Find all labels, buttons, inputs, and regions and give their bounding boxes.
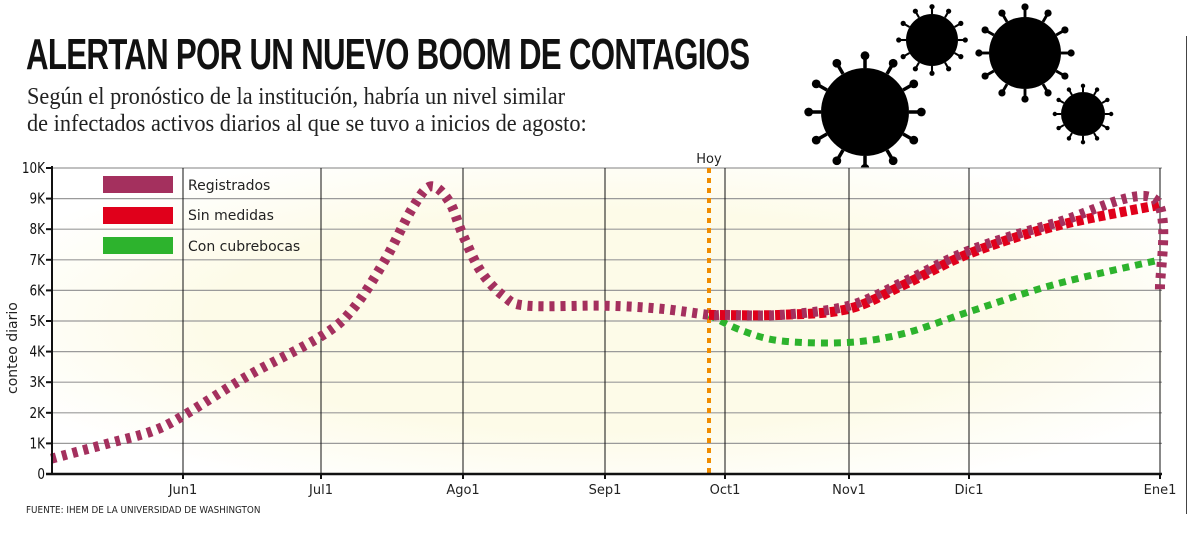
today-label: Hoy [696, 152, 722, 167]
legend-label-sin-medidas: Sin medidas [188, 208, 274, 224]
y-tick-label: 1K [29, 435, 45, 453]
y-tick-label: 0 [37, 466, 45, 484]
coronavirus-icon [1052, 83, 1114, 145]
subtitle-line-2: de infectados activos diarios al que se … [27, 111, 587, 137]
x-tick-label: Jul1 [308, 483, 333, 498]
coronavirus-icon [975, 3, 1075, 103]
x-tick-label: Dic1 [954, 483, 983, 498]
y-tick-label: 9K [29, 190, 45, 208]
coronavirus-icon [896, 4, 968, 76]
x-tick-label: Jun1 [168, 483, 198, 498]
series-line-registrados [50, 181, 1169, 464]
y-tick-label: 5K [29, 313, 45, 331]
subtitle: Según el pronóstico de la institución, h… [27, 84, 587, 138]
y-tick-label: 2K [29, 405, 45, 423]
x-tick-label: Ene1 [1144, 483, 1177, 498]
y-tick-label: 3K [29, 374, 45, 392]
x-tick-label: Ago1 [446, 483, 479, 498]
legend: Registrados Sin medidas Con cubrebocas [103, 176, 300, 255]
y-tick-label: 8K [29, 221, 45, 239]
column-divider [1186, 36, 1187, 514]
legend-swatch-sin-medidas [103, 207, 173, 224]
y-tick-label: 6K [29, 282, 45, 300]
x-tick-label: Sep1 [589, 483, 622, 498]
coronavirus-icon [804, 51, 926, 173]
subtitle-line-1: Según el pronóstico de la institución, h… [27, 84, 566, 110]
y-tick-label: 10K [22, 160, 46, 178]
source-note: FUENTE: IHEM DE LA UNIVERSIDAD DE WASHIN… [26, 505, 261, 516]
y-tick-label: 7K [29, 252, 45, 270]
x-tick-label: Oct1 [710, 483, 741, 498]
series-line-con-cubrebocas [707, 256, 1161, 347]
legend-swatch-registrados [103, 176, 173, 193]
y-tick-label: 4K [29, 343, 45, 361]
legend-swatch-con-cubrebocas [103, 237, 173, 254]
y-axis-label: conteo diario [5, 302, 21, 394]
legend-label-con-cubrebocas: Con cubrebocas [188, 239, 300, 255]
legend-label-registrados: Registrados [188, 178, 270, 194]
x-tick-label: Nov1 [832, 483, 866, 498]
headline: ALERTAN POR UN NUEVO BOOM DE CONTAGIOS [26, 30, 750, 79]
